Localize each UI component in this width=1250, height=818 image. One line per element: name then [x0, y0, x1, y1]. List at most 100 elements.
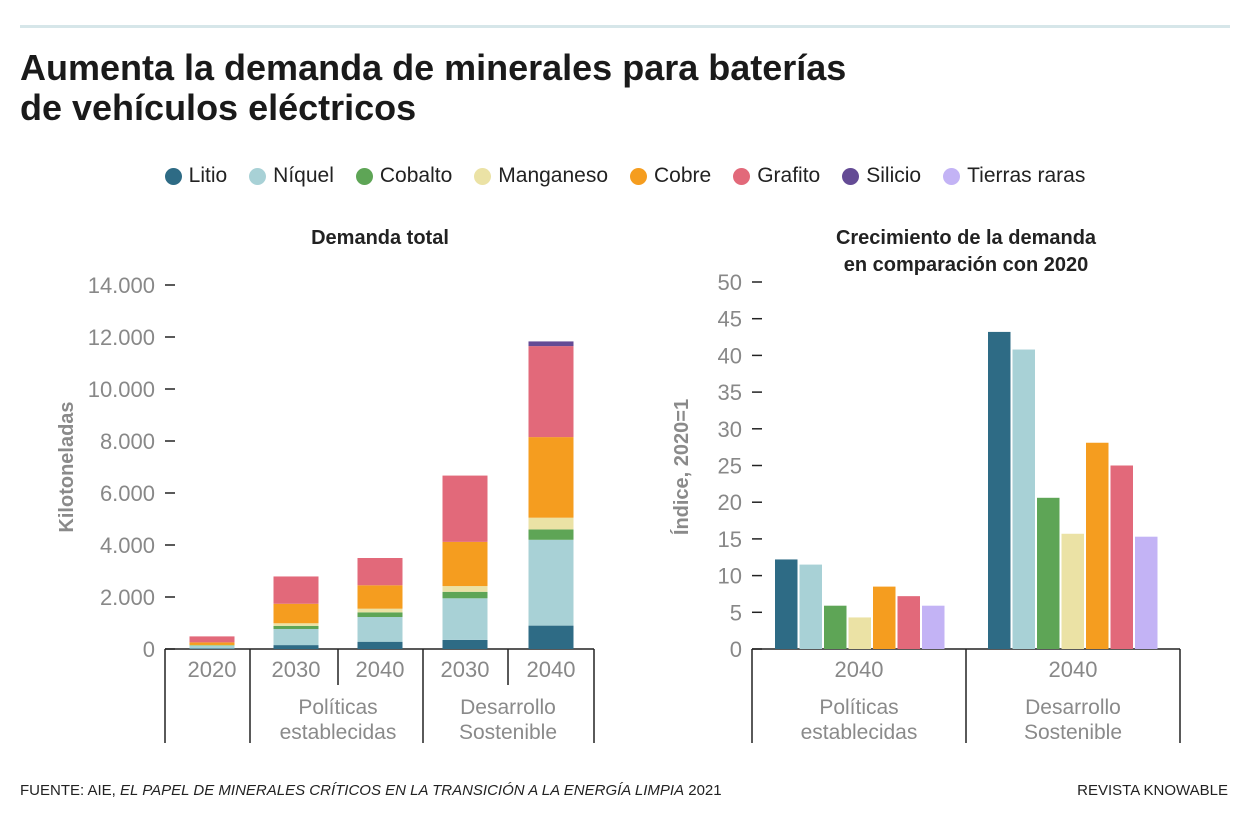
bar-segment-níquel [442, 598, 488, 640]
source-title: EL PAPEL DE MINERALES CRÍTICOS EN LA TRA… [120, 782, 685, 799]
top-divider [20, 25, 1230, 28]
bar-segment-cobre [442, 541, 488, 587]
legend-swatch [842, 167, 860, 185]
bar-segment-grafito [273, 576, 319, 604]
bar-segment-silicio [528, 341, 574, 347]
y-tick-label: 45 [718, 307, 742, 332]
bar-segment-manganeso [528, 517, 574, 530]
bar-segment-cobalto [442, 591, 488, 599]
legend-label: Tierras raras [967, 164, 1086, 187]
bar-segment-níquel [357, 617, 403, 642]
x-tick-label: 2030 [441, 657, 490, 682]
legend-swatch [943, 167, 961, 185]
legend-item: Litio [164, 164, 227, 188]
legend-label: Manganeso [498, 164, 609, 187]
bar-níquel [799, 564, 822, 649]
y-tick-label: 50 [718, 270, 742, 295]
legend-item: Tierras raras [943, 164, 1085, 188]
bar-níquel [1012, 349, 1035, 649]
y-tick-label: 2.000 [100, 585, 155, 610]
legend-item: Manganeso [474, 164, 608, 188]
y-tick-label: 20 [718, 490, 742, 515]
y-tick-label: 10 [718, 564, 742, 589]
chart-title: en comparación con 2020 [844, 254, 1089, 276]
bar-manganeso [1061, 533, 1084, 649]
bar-cobalto [824, 605, 847, 649]
x-tick-label: 2040 [835, 657, 884, 682]
legend-item: Silicio [842, 164, 921, 188]
legend-label: Cobre [654, 164, 712, 187]
legend-item: Níquel [249, 164, 334, 188]
publisher-credit: REVISTA KNOWABLE [1077, 782, 1228, 799]
y-tick-label: 6.000 [100, 481, 155, 506]
y-tick-label: 14.000 [88, 273, 155, 298]
y-axis-label: Kilotoneladas [56, 401, 78, 532]
legend: Litio Níquel Cobalto Manganeso Cobre Grafito S… [0, 164, 1250, 188]
legend-swatch [249, 167, 267, 185]
title-line-2: de vehículos eléctricos [20, 87, 417, 128]
bar-segment-cobre [273, 603, 319, 624]
bar-litio [988, 331, 1011, 649]
group-label: establecidas [801, 721, 918, 744]
legend-label: Níquel [273, 164, 334, 187]
source-prefix: FUENTE: AIE, [20, 782, 121, 799]
bar-segment-grafito [442, 475, 488, 542]
bar-segment-litio [357, 641, 403, 649]
legend-label: Grafito [757, 164, 821, 187]
x-tick-label: 2040 [527, 657, 576, 682]
bar-grafito [1110, 465, 1133, 649]
bar-segment-manganeso [273, 623, 319, 626]
bar-segment-cobre [357, 585, 403, 609]
bar-segment-cobalto [357, 612, 403, 618]
bar-segment-níquel [273, 628, 319, 646]
x-tick-label: 2040 [1049, 657, 1098, 682]
legend-swatch [630, 167, 648, 185]
bar-tierras-raras [922, 605, 945, 649]
bar-cobalto [1037, 497, 1060, 649]
group-label: establecidas [280, 721, 397, 744]
bar-segment-cobre [189, 642, 235, 645]
legend-item: Cobre [630, 164, 711, 188]
y-tick-label: 0 [730, 637, 742, 662]
legend-swatch [164, 167, 182, 185]
chart-title: Demanda total [311, 227, 449, 249]
y-tick-label: 35 [718, 380, 742, 405]
bar-tierras-raras [1135, 536, 1158, 649]
bar-segment-cobre [528, 437, 574, 518]
bar-segment-litio [189, 648, 235, 649]
y-tick-label: 15 [718, 527, 742, 552]
bar-segment-cobalto [273, 625, 319, 629]
bar-segment-grafito [357, 558, 403, 586]
y-tick-label: 5 [730, 600, 742, 625]
bar-segment-litio [273, 645, 319, 649]
page-title: Aumenta la demanda de minerales para bat… [20, 48, 1020, 128]
x-tick-label: 2030 [272, 657, 321, 682]
bar-segment-litio [528, 625, 574, 649]
bar-segment-níquel [528, 539, 574, 626]
group-label: Políticas [819, 696, 898, 719]
y-tick-label: 4.000 [100, 533, 155, 558]
bar-cobre [873, 586, 896, 649]
bar-segment-grafito [189, 636, 235, 643]
group-label: Sostenible [459, 721, 557, 744]
bar-manganeso [848, 617, 871, 649]
group-label: Desarrollo [1025, 696, 1121, 719]
y-axis-label: Índice, 2020=1 [670, 399, 693, 535]
bar-cobre [1086, 442, 1109, 649]
y-tick-label: 40 [718, 343, 742, 368]
legend-label: Silicio [866, 164, 922, 187]
legend-swatch [355, 167, 373, 185]
legend-item: Grafito [733, 164, 820, 188]
legend-item: Cobalto [355, 164, 452, 188]
x-tick-label: 2020 [188, 657, 237, 682]
legend-swatch [733, 167, 751, 185]
x-tick-label: 2040 [356, 657, 405, 682]
group-label: Políticas [298, 696, 377, 719]
bar-grafito [897, 596, 920, 649]
y-tick-label: 25 [718, 454, 742, 479]
bar-segment-cobalto [189, 645, 235, 646]
bar-segment-manganeso [442, 586, 488, 592]
bar-segment-litio [442, 639, 488, 649]
bar-segment-cobalto [528, 529, 574, 540]
